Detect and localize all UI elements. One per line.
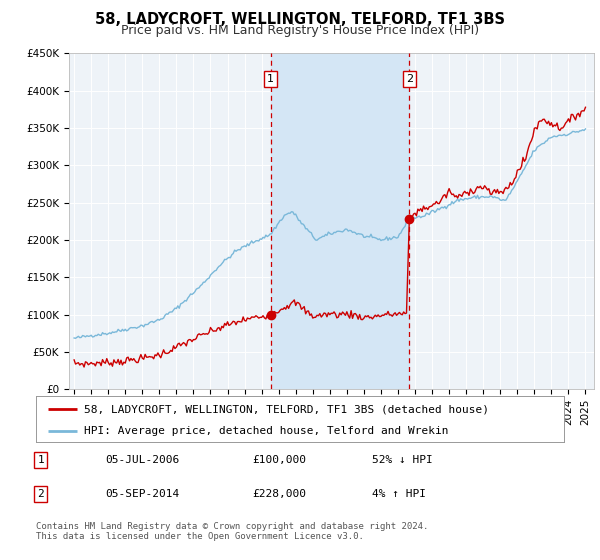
Text: 1: 1 (37, 455, 44, 465)
Bar (271, 53, 409, 389)
Text: 58, LADYCROFT, WELLINGTON, TELFORD, TF1 3BS (detached house): 58, LADYCROFT, WELLINGTON, TELFORD, TF1 … (83, 404, 488, 414)
Text: 58, LADYCROFT, WELLINGTON, TELFORD, TF1 3BS: 58, LADYCROFT, WELLINGTON, TELFORD, TF1 … (95, 12, 505, 27)
Text: 4% ↑ HPI: 4% ↑ HPI (372, 489, 426, 499)
Text: Price paid vs. HM Land Registry's House Price Index (HPI): Price paid vs. HM Land Registry's House … (121, 24, 479, 36)
Text: 05-SEP-2014: 05-SEP-2014 (105, 489, 179, 499)
Text: 05-JUL-2006: 05-JUL-2006 (105, 455, 179, 465)
Text: 2: 2 (37, 489, 44, 499)
Text: £228,000: £228,000 (252, 489, 306, 499)
Text: 2: 2 (406, 74, 413, 85)
Text: 1: 1 (268, 74, 274, 85)
Text: Contains HM Land Registry data © Crown copyright and database right 2024.
This d: Contains HM Land Registry data © Crown c… (36, 522, 428, 542)
Text: HPI: Average price, detached house, Telford and Wrekin: HPI: Average price, detached house, Telf… (83, 426, 448, 436)
Text: £100,000: £100,000 (252, 455, 306, 465)
Text: 52% ↓ HPI: 52% ↓ HPI (372, 455, 433, 465)
